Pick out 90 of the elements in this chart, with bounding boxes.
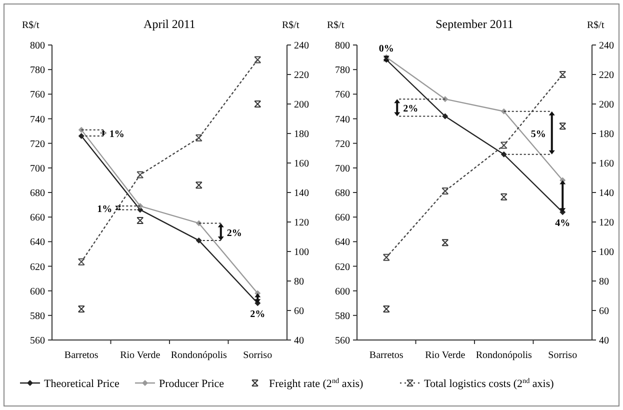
y2-tick-label: 140: [294, 188, 309, 199]
y-tick-label: 600: [335, 286, 350, 298]
y2-tick-label: 80: [294, 276, 304, 288]
y-tick-label: 660: [335, 212, 350, 224]
point: [500, 193, 508, 200]
point: [136, 171, 144, 178]
x-tick-label: Rondonópolis: [170, 350, 228, 361]
y-tick-label: 720: [30, 138, 45, 150]
legend-label: Total logistics costs (2$^{nd}$ axis): [424, 377, 554, 390]
y-tick-label: 580: [30, 310, 45, 322]
chart-title: April 2011: [144, 17, 196, 31]
y-axis-title: R$/t: [22, 20, 40, 31]
y-tick-label: 760: [30, 90, 45, 101]
y-tick-label: 560: [335, 336, 350, 346]
point: [78, 306, 85, 313]
x-tick-label: Rondonópolis: [476, 350, 532, 361]
y2-tick-label: 220: [599, 70, 614, 81]
y2-tick-label: 120: [599, 218, 614, 228]
y2-tick-label: 60: [294, 306, 304, 317]
x-tick-label: Sorriso: [548, 350, 578, 361]
y-axis-title: R$/t: [327, 20, 344, 31]
y-tick-label: 800: [335, 40, 350, 52]
y2-tick-label: 140: [599, 188, 614, 199]
point: [78, 258, 85, 266]
y2-axis-title: R$/t: [282, 20, 300, 31]
x-tick-label: Rio Verde: [425, 350, 466, 361]
legend-label: Theoretical Price: [44, 378, 120, 390]
y2-tick-label: 180: [294, 129, 309, 140]
y2-tick-label: 160: [294, 158, 309, 170]
point: [559, 71, 566, 78]
y-tick-label: 620: [30, 262, 45, 273]
y2-tick-label: 160: [599, 158, 614, 170]
y-tick-label: 740: [335, 114, 350, 126]
legend-label: Producer Price: [159, 378, 224, 390]
y-tick-label: 600: [30, 286, 45, 298]
y2-tick-label: 120: [294, 218, 309, 228]
y2-tick-label: 240: [599, 40, 614, 52]
y2-tick-label: 220: [294, 70, 309, 81]
y-tick-label: 640: [30, 237, 45, 248]
y2-tick-label: 100: [599, 247, 614, 258]
annotation: 2%: [250, 309, 266, 320]
y-tick-label: 640: [335, 237, 350, 248]
point: [254, 56, 262, 64]
y2-tick-label: 60: [599, 306, 609, 317]
y-tick-label: 680: [335, 188, 350, 199]
point: [559, 122, 566, 130]
y2-tick-label: 40: [599, 336, 609, 346]
point: [195, 182, 202, 189]
y-tick-label: 660: [30, 212, 45, 224]
x-tick-label: Sorriso: [243, 350, 272, 361]
y-tick-label: 580: [335, 310, 350, 322]
y2-axis-title: R$/t: [587, 20, 604, 31]
point: [254, 100, 262, 108]
x-tick-label: Barretos: [369, 350, 404, 361]
y-tick-label: 760: [335, 90, 350, 101]
x-tick-label: Rio Verde: [120, 350, 161, 361]
point: [382, 254, 390, 261]
point: [195, 134, 202, 142]
chart-title: September 2011: [436, 17, 514, 31]
legend-label: Freight rate (2$^{nd}$ axis): [269, 377, 364, 390]
y2-tick-label: 200: [294, 100, 309, 110]
y2-tick-label: 80: [599, 276, 609, 288]
y2-tick-label: 100: [294, 247, 309, 258]
y2-tick-label: 240: [294, 40, 309, 52]
y-tick-label: 700: [335, 163, 350, 174]
point: [136, 217, 144, 224]
annotation: 2%: [403, 104, 418, 115]
y-tick-label: 800: [30, 40, 45, 52]
y-tick-label: 620: [335, 262, 350, 273]
annotation: 2%: [226, 228, 242, 239]
point: [382, 306, 390, 313]
y2-tick-label: 180: [599, 129, 614, 140]
annotation: 0%: [378, 43, 394, 54]
point: [442, 188, 449, 195]
y-tick-label: 740: [30, 114, 45, 126]
annotation: 1%: [109, 128, 124, 140]
y-tick-label: 720: [335, 138, 350, 150]
x-tick-label: Barretos: [64, 350, 98, 361]
point: [442, 239, 449, 246]
point: [500, 142, 508, 149]
y-tick-label: 780: [30, 65, 45, 76]
annotation: 4%: [555, 218, 570, 230]
y-tick-label: 700: [30, 163, 45, 174]
y-tick-label: 560: [30, 336, 45, 346]
annotation: 1%: [97, 204, 112, 215]
y2-tick-label: 40: [294, 336, 304, 346]
annotation: 5%: [530, 128, 546, 140]
y-tick-label: 780: [335, 65, 350, 76]
y2-tick-label: 200: [599, 100, 614, 110]
y-tick-label: 680: [30, 188, 45, 199]
